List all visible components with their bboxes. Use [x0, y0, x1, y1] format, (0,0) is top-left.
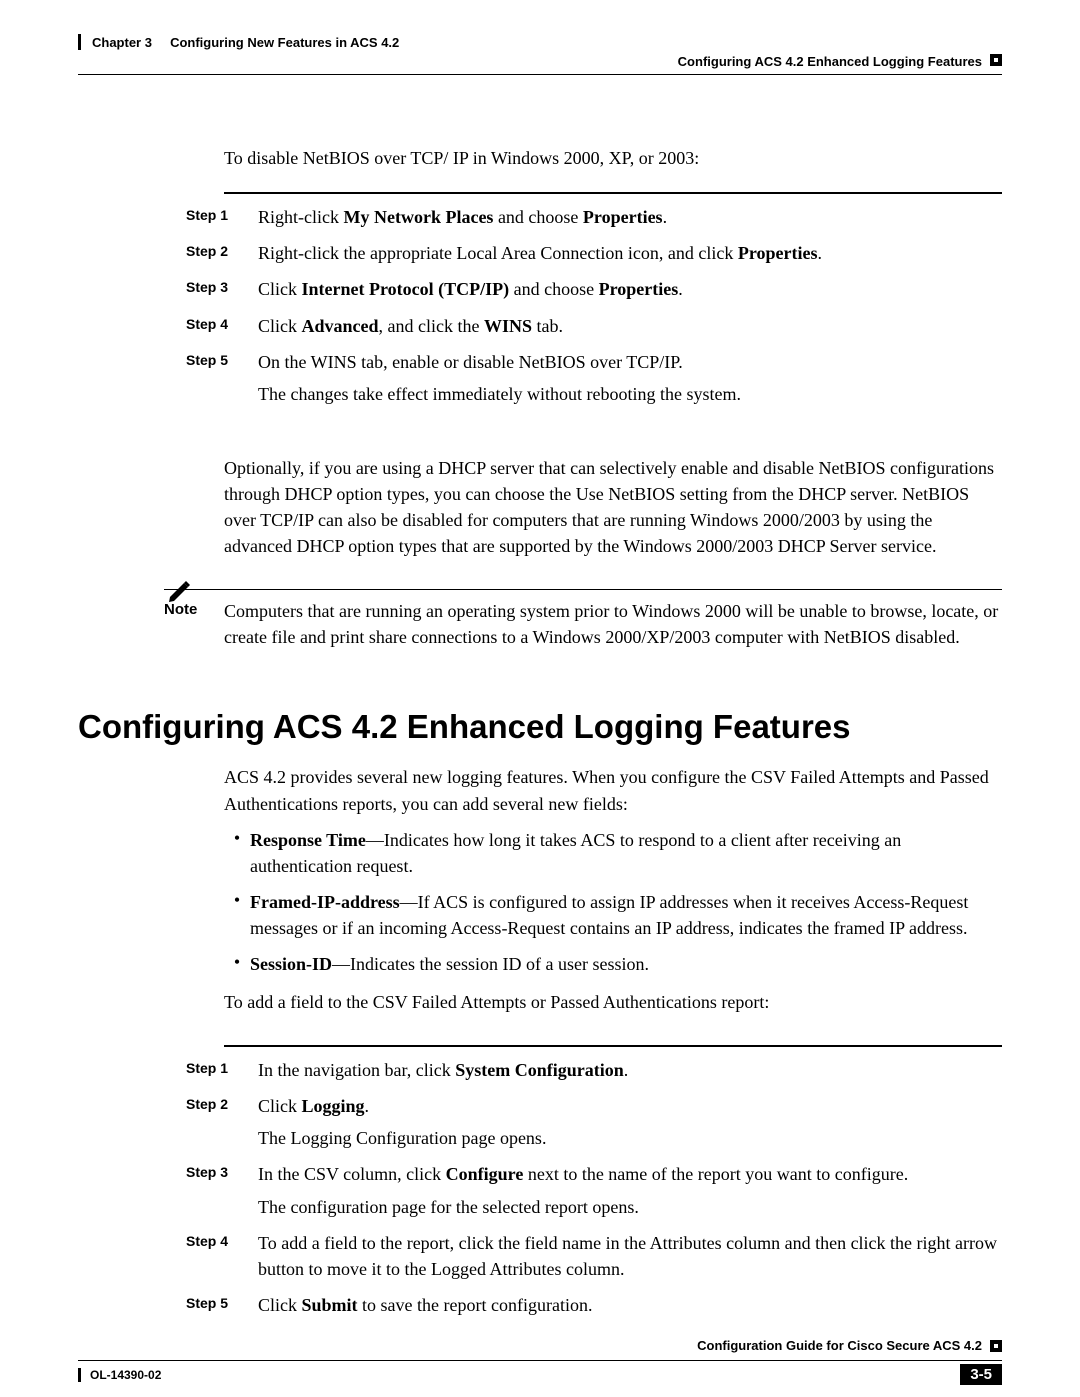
header-chapter-title: Configuring New Features in ACS 4.2 [170, 35, 399, 50]
step-label: Step 2 [186, 240, 258, 259]
footer-left-bar-icon [78, 1368, 81, 1382]
body-column: To disable NetBIOS over TCP/ IP in Windo… [224, 146, 1002, 650]
header-left-bar-icon [78, 34, 81, 50]
step-label: Step 4 [186, 313, 258, 332]
step-continuation: The configuration page for the selected … [258, 1194, 1002, 1220]
step-label: Step 4 [186, 1230, 258, 1249]
page-header: Chapter 3 Configuring New Features in AC… [78, 34, 1002, 86]
step-row: Step 4To add a field to the report, clic… [186, 1230, 1002, 1282]
step-label: Step 3 [186, 1161, 258, 1180]
bullet-dot-icon: • [224, 827, 250, 849]
header-chapter: Chapter 3 Configuring New Features in AC… [92, 35, 399, 50]
step-text: Right-click My Network Places and choose… [258, 204, 1002, 230]
bullet-list: •Response Time—Indicates how long it tak… [224, 827, 1002, 977]
bullet-text: Framed-IP-address—If ACS is configured t… [250, 889, 1002, 941]
note-row: Note Computers that are running an opera… [164, 598, 1002, 650]
step-text: Right-click the appropriate Local Area C… [258, 240, 1002, 266]
step-label: Step 1 [186, 204, 258, 223]
steps-b-list: Step 1In the navigation bar, click Syste… [224, 1057, 1002, 1318]
step-text: On the WINS tab, enable or disable NetBI… [258, 349, 1002, 375]
footer-corner-icon [990, 1340, 1002, 1352]
step-text: Click Advanced, and click the WINS tab. [258, 313, 1002, 339]
bullet-text: Session-ID—Indicates the session ID of a… [250, 951, 649, 977]
pencil-icon [166, 575, 194, 603]
bullet-item: •Response Time—Indicates how long it tak… [224, 827, 1002, 879]
step-text: Click Internet Protocol (TCP/IP) and cho… [258, 276, 1002, 302]
step-label: Step 5 [186, 349, 258, 368]
note-text: Computers that are running an operating … [224, 598, 1002, 650]
step-text: Click Logging. [258, 1093, 1002, 1119]
intro-text: To disable NetBIOS over TCP/ IP in Windo… [224, 146, 1002, 170]
header-chapter-label: Chapter 3 [92, 35, 152, 50]
step-row: Step 4Click Advanced, and click the WINS… [186, 313, 1002, 339]
step-label: Step 5 [186, 1292, 258, 1311]
step-row: Step 5Click Submit to save the report co… [186, 1292, 1002, 1318]
page: Chapter 3 Configuring New Features in AC… [0, 0, 1080, 1397]
step-label: Step 2 [186, 1093, 258, 1112]
step-row: Step 5On the WINS tab, enable or disable… [186, 349, 1002, 407]
step-text: In the navigation bar, click System Conf… [258, 1057, 1002, 1083]
steps-a-list: Step 1Right-click My Network Places and … [224, 204, 1002, 407]
header-section-title: Configuring ACS 4.2 Enhanced Logging Fea… [678, 54, 982, 69]
after-bullets-text: To add a field to the CSV Failed Attempt… [224, 989, 1002, 1015]
footer-rule [78, 1360, 1002, 1361]
step-row: Step 3In the CSV column, click Configure… [186, 1161, 1002, 1219]
footer-guide-title: Configuration Guide for Cisco Secure ACS… [697, 1338, 982, 1353]
steps-b-top-rule [224, 1045, 1002, 1047]
step-row: Step 1In the navigation bar, click Syste… [186, 1057, 1002, 1083]
page-number-badge: 3-5 [960, 1364, 1002, 1385]
steps-a-top-rule [224, 192, 1002, 194]
bullet-dot-icon: • [224, 951, 250, 973]
header-rule [78, 74, 1002, 75]
step-row: Step 1Right-click My Network Places and … [186, 204, 1002, 230]
bullet-item: •Framed-IP-address—If ACS is configured … [224, 889, 1002, 941]
step-row: Step 2Click Logging. The Logging Configur… [186, 1093, 1002, 1151]
step-row: Step 2Right-click the appropriate Local … [186, 240, 1002, 266]
step-continuation: The changes take effect immediately with… [258, 381, 1002, 407]
step-text: In the CSV column, click Configure next … [258, 1161, 1002, 1187]
step-text: To add a field to the report, click the … [258, 1230, 1002, 1282]
section-heading: Configuring ACS 4.2 Enhanced Logging Fea… [78, 708, 1002, 746]
step-row: Step 3Click Internet Protocol (TCP/IP) a… [186, 276, 1002, 302]
step-label: Step 1 [186, 1057, 258, 1076]
section-intro-paragraph: ACS 4.2 provides several new logging fea… [224, 764, 1002, 816]
step-text: Click Submit to save the report configur… [258, 1292, 1002, 1318]
page-footer: Configuration Guide for Cisco Secure ACS… [78, 1360, 1002, 1361]
header-corner-icon [990, 54, 1002, 66]
bullet-dot-icon: • [224, 889, 250, 911]
optional-paragraph: Optionally, if you are using a DHCP serv… [224, 455, 1002, 559]
step-label: Step 3 [186, 276, 258, 295]
bullet-text: Response Time—Indicates how long it take… [250, 827, 1002, 879]
footer-ol-number: OL-14390-02 [90, 1368, 161, 1382]
bullet-item: •Session-ID—Indicates the session ID of … [224, 951, 1002, 977]
step-continuation: The Logging Configuration page opens. [258, 1125, 1002, 1151]
section-body: ACS 4.2 provides several new logging fea… [224, 764, 1002, 1318]
note-rule [164, 589, 1002, 590]
